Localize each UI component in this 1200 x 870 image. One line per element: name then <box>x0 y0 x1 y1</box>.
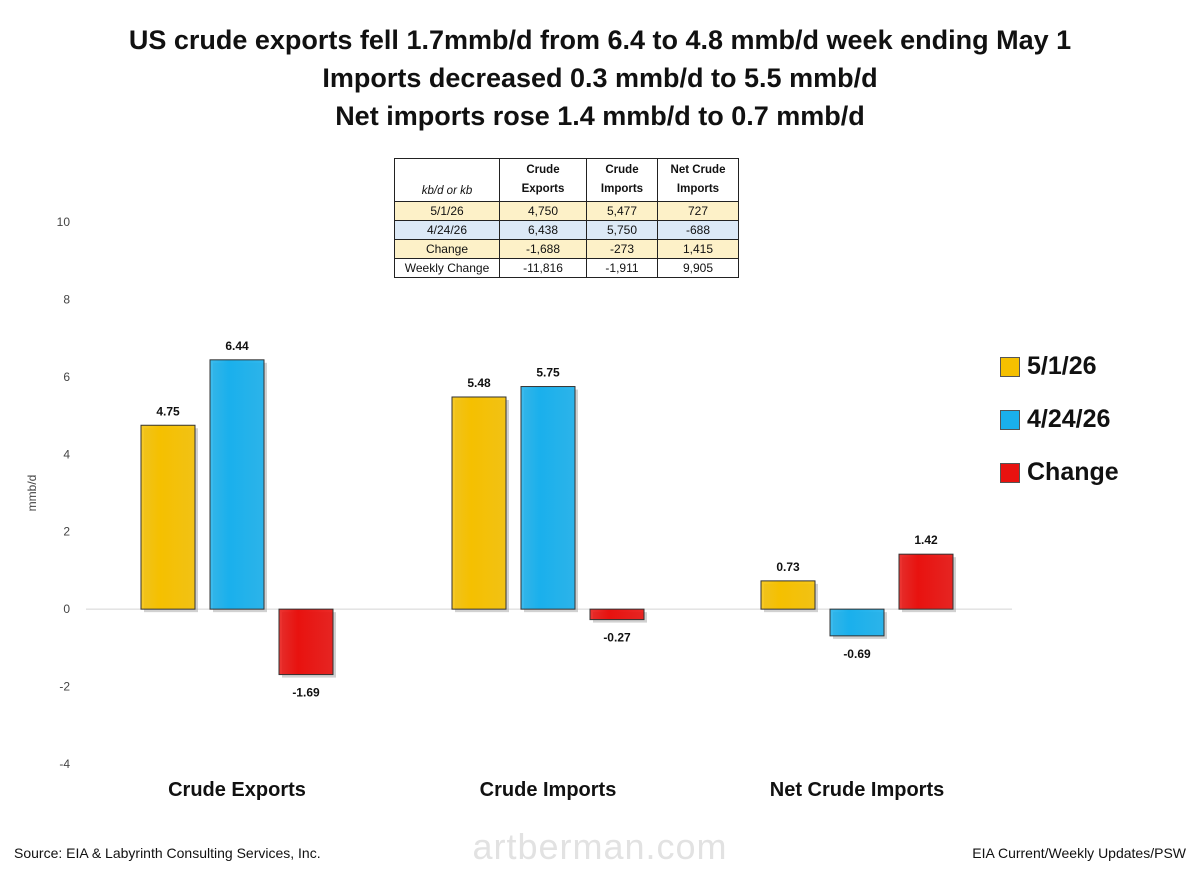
table-cell: -688 <box>657 220 739 240</box>
data-label: 4.75 <box>156 404 180 418</box>
data-label: 5.48 <box>467 376 491 390</box>
data-label: -0.69 <box>843 647 871 661</box>
bar <box>278 608 334 676</box>
data-label: 6.44 <box>225 339 249 353</box>
footer-right-note: EIA Current/Weekly Updates/PSW <box>972 845 1186 861</box>
chart-title-line-2: Imports decreased 0.3 mmb/d to 5.5 mmb/d <box>322 63 878 93</box>
table-cell: 727 <box>657 201 739 221</box>
y-tick-label: 10 <box>57 215 71 229</box>
legend-swatch <box>1000 356 1020 377</box>
table-cell: 6,438 <box>499 220 587 240</box>
chart-title-line-1: US crude exports fell 1.7mmb/d from 6.4 … <box>128 25 1072 55</box>
source-note: Source: EIA & Labyrinth Consulting Servi… <box>14 845 321 861</box>
bar <box>829 608 885 637</box>
data-label: -1.69 <box>292 686 320 700</box>
bar <box>451 396 507 610</box>
y-tick-label: -2 <box>59 680 70 694</box>
y-tick-label: 8 <box>63 292 70 306</box>
table-cell: Weekly Change <box>394 258 500 278</box>
data-label: 1.42 <box>914 533 938 547</box>
table-row: 5/1/26 4,750 5,477 727 <box>394 201 739 221</box>
table-header-imports: Crude Imports <box>586 158 658 202</box>
data-table: kb/d or kb Crude Exports Crude Imports N… <box>394 158 739 278</box>
category-label: Crude Exports <box>168 779 306 801</box>
legend-swatch <box>1000 409 1020 430</box>
bar <box>898 553 954 610</box>
table-cell: 9,905 <box>657 258 739 278</box>
watermark: artberman.com <box>472 826 728 867</box>
chart-title-line-3: Net imports rose 1.4 mmb/d to 0.7 mmb/d <box>335 101 865 131</box>
table-cell: -11,816 <box>499 258 587 278</box>
legend-swatch <box>1000 462 1020 483</box>
legend-item-4-24-26: 4/24/26 <box>1000 393 1119 446</box>
y-tick-label: 6 <box>63 370 70 384</box>
table-header-net: Net Crude Imports <box>657 158 739 202</box>
table-cell: 5/1/26 <box>394 201 500 221</box>
table-cell: -1,911 <box>586 258 658 278</box>
y-axis-title: mmb/d <box>25 475 39 512</box>
table-corner-label: kb/d or kb <box>394 158 500 202</box>
y-tick-label: -4 <box>59 757 70 771</box>
table-cell: 4,750 <box>499 201 587 221</box>
table-row: 4/24/26 6,438 5,750 -688 <box>394 220 739 240</box>
chart-legend: 5/1/26 4/24/26 Change <box>1000 340 1119 499</box>
table-cell: 5,750 <box>586 220 658 240</box>
y-tick-label: 0 <box>63 602 70 616</box>
legend-label: Change <box>1027 458 1119 486</box>
table-cell: 4/24/26 <box>394 220 500 240</box>
legend-item-5-1-26: 5/1/26 <box>1000 340 1119 393</box>
bar <box>140 424 196 610</box>
category-label: Crude Imports <box>480 779 617 801</box>
data-label: -0.27 <box>603 631 631 645</box>
category-label: Net Crude Imports <box>770 779 944 801</box>
table-row: Weekly Change -11,816 -1,911 9,905 <box>394 258 739 278</box>
bar <box>520 386 576 610</box>
legend-item-change: Change <box>1000 446 1119 499</box>
table-row: Change -1,688 -273 1,415 <box>394 239 739 259</box>
table-cell: -273 <box>586 239 658 259</box>
data-label: 0.73 <box>776 560 800 574</box>
y-tick-label: 4 <box>63 447 70 461</box>
bar <box>760 580 816 610</box>
y-tick-label: 2 <box>63 525 70 539</box>
bar <box>589 608 645 621</box>
table-cell: 5,477 <box>586 201 658 221</box>
legend-label: 5/1/26 <box>1027 352 1097 380</box>
table-cell: -1,688 <box>499 239 587 259</box>
data-label: 5.75 <box>536 366 560 380</box>
table-cell: Change <box>394 239 500 259</box>
legend-label: 4/24/26 <box>1027 405 1111 433</box>
table-header-exports: Crude Exports <box>499 158 587 202</box>
bar <box>209 359 265 610</box>
table-cell: 1,415 <box>657 239 739 259</box>
